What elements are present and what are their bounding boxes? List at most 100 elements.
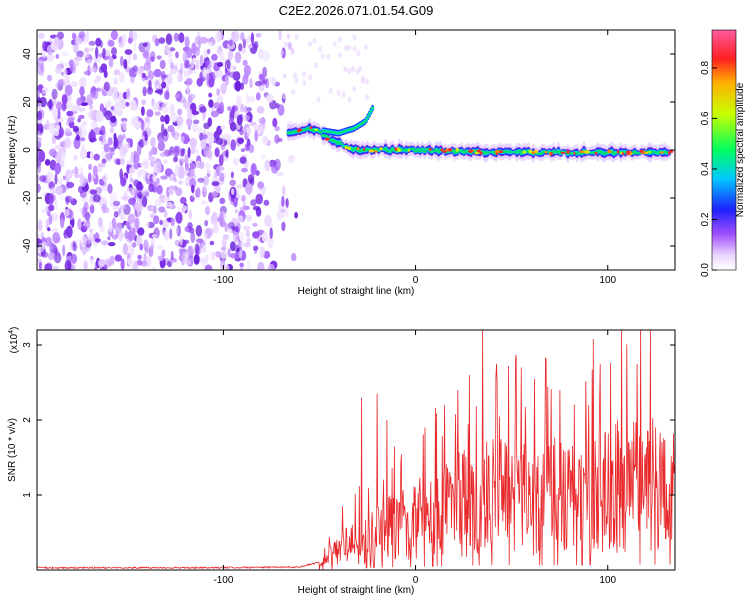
noise-blob [170,112,178,123]
signal-hotspot [528,149,533,154]
noise-blob [54,144,62,150]
noise-blob [157,244,164,250]
noise-blob [235,194,244,199]
noise-blob [67,117,74,123]
noise-blob [184,162,189,171]
noise-blob [173,146,180,157]
noise-blob [263,199,270,206]
noise-blob [178,180,183,185]
signal-hotspot [550,152,553,155]
noise-blob [37,110,42,121]
noise-blob [142,195,148,208]
noise-blob [242,114,250,122]
noise-blob [88,163,93,170]
noise-blob [153,68,162,78]
noise-blob [134,202,139,207]
noise-blob [328,88,333,94]
noise-blob [240,148,246,153]
noise-blob [242,38,246,49]
noise-blob [189,168,195,178]
signal-layer [286,126,672,156]
noise-blob [73,154,78,161]
noise-blob [293,72,298,79]
noise-blob [175,226,179,235]
noise-blob [101,240,109,246]
noise-blob [181,252,188,264]
noise-blob [37,183,41,194]
noise-blob [363,44,368,51]
noise-blob [123,58,128,70]
noise-blob [42,251,48,258]
branch-segment [363,120,367,123]
noise-blob [195,225,203,237]
noise-blob [282,185,286,197]
noise-blob [267,263,275,270]
noise-blob [47,169,52,182]
noise-blob [87,172,92,184]
noise-blob [199,54,204,67]
noise-blob [154,199,163,207]
noise-blob [219,172,225,182]
noise-blob [52,265,59,270]
noise-blob [154,38,160,47]
noise-blob [161,70,166,82]
noise-blob [80,102,88,107]
signal-segment [415,148,421,151]
noise-blob [188,125,191,131]
noise-blob [163,209,168,218]
noise-blob [136,259,143,266]
noise-blob [160,115,165,123]
noise-blob [164,45,171,55]
noise-blob [281,221,286,232]
noise-blob [177,108,183,116]
noise-blob [137,254,142,260]
signal-hotspot [474,151,479,155]
noise-blob [281,195,285,208]
noise-blob [174,239,180,247]
noise-blob [326,53,331,60]
noise-blob [122,143,129,154]
noise-blob [62,244,66,257]
noise-blob [250,32,255,44]
noise-blob [278,200,282,212]
noise-blob [175,132,181,137]
noise-blob [38,32,45,40]
signal-segment [422,150,427,153]
colorbar-label: Normalized spectral amplitude [735,82,746,217]
noise-blob [136,235,142,247]
noise-blob [195,238,204,243]
noise-blob [109,192,118,202]
signal-hotspot [397,148,401,152]
noise-blob [216,88,220,97]
noise-blob [234,251,240,260]
noise-blob [256,125,263,136]
noise-blob [120,258,125,270]
noise-blob [133,41,137,51]
signal-hotspot [668,150,674,153]
signal-hotspot [455,148,460,152]
noise-blob [159,219,163,226]
noise-blob [241,167,248,173]
noise-blob [95,37,102,47]
noise-blob [122,120,127,131]
noise-blob [126,252,131,260]
noise-blob [50,228,59,233]
noise-blob [187,147,191,159]
signal-segment [637,152,642,154]
noise-blob [141,140,148,147]
noise-blob [365,94,369,101]
noise-blob [61,102,67,112]
noise-blob [248,144,255,154]
noise-blob [79,77,87,88]
noise-blob [79,86,85,97]
noise-blob [129,99,137,111]
noise-blob [236,184,244,189]
signal-hotspot [560,151,566,154]
noise-blob [229,179,236,187]
spectrogram-x-label: Height of straight line (km) [298,286,415,297]
noise-blob [71,104,80,112]
noise-blob [199,132,204,142]
noise-blob [74,37,83,45]
signal-hotspot [621,152,625,155]
noise-blob [253,124,258,131]
